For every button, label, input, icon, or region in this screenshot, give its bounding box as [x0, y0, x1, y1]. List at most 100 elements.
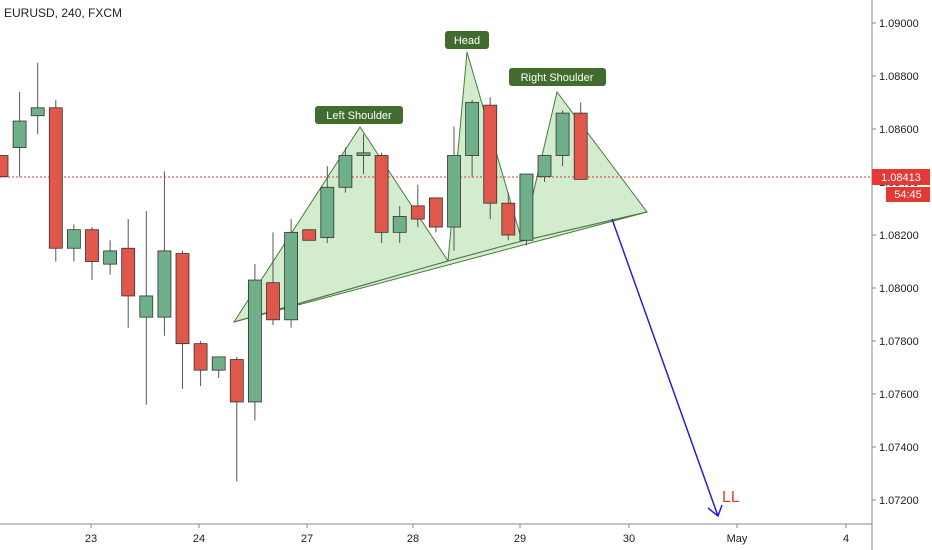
candle[interactable] [410, 184, 425, 228]
price-tick-label: 1.08600 [879, 124, 919, 136]
current-price-value: 1.08413 [881, 172, 921, 184]
bearish-candle-body [302, 229, 317, 241]
candle[interactable] [284, 219, 299, 328]
candle[interactable] [0, 155, 9, 178]
target-ll-label: LL [722, 489, 740, 506]
bullish-candle-body [247, 279, 262, 403]
candle[interactable] [229, 356, 244, 482]
bearish-candle-body [193, 343, 208, 371]
candle[interactable] [85, 227, 99, 281]
bullish-candle-body [12, 120, 27, 148]
candle[interactable] [555, 110, 570, 167]
bullish-candle-body [157, 250, 172, 318]
candle[interactable] [501, 192, 516, 241]
price-tick-label: 1.07600 [879, 389, 919, 401]
candle[interactable] [139, 211, 154, 405]
candle[interactable] [121, 219, 136, 328]
bullish-candle-body [555, 112, 570, 156]
left-shoulder-label-text: Left Shoulder [326, 110, 392, 122]
price-tick-label: 1.08200 [879, 230, 919, 242]
candle[interactable] [428, 197, 443, 233]
bullish-candle-body [320, 186, 335, 239]
price-tick-label: 1.07400 [879, 442, 919, 454]
candle[interactable] [573, 102, 588, 180]
price-axis[interactable]: 1.090001.088001.086001.084001.082001.080… [872, 18, 919, 507]
candle[interactable] [537, 155, 552, 183]
neckline-zone [233, 211, 648, 323]
candle[interactable] [67, 224, 81, 262]
candle[interactable] [48, 99, 63, 262]
current-price-tag: 1.08413 54:45 [872, 169, 930, 202]
candlestick-series[interactable] [0, 62, 588, 482]
bullish-candle-body [356, 152, 371, 156]
candle[interactable] [392, 205, 407, 243]
bearish-candle-body [410, 205, 425, 220]
price-tick-label: 1.07800 [879, 336, 919, 348]
right-shoulder-label-text: Right Shoulder [521, 72, 594, 84]
projection-arrow[interactable] [611, 218, 723, 518]
bearish-candle-body [121, 247, 136, 297]
candle[interactable] [103, 240, 117, 275]
candle[interactable] [320, 166, 335, 243]
countdown-timer: 54:45 [894, 189, 922, 201]
time-tick-label: 30 [623, 533, 635, 545]
bullish-candle-body [284, 231, 299, 321]
bullish-candle-body [139, 295, 154, 318]
candle[interactable] [374, 152, 389, 243]
candle[interactable] [519, 173, 534, 246]
head-label: Head [445, 31, 489, 49]
price-tick-label: 1.07200 [879, 495, 919, 507]
time-tick-label: 23 [85, 533, 97, 545]
candle[interactable] [247, 264, 262, 421]
candle[interactable] [193, 341, 208, 387]
bullish-candle-body [30, 107, 45, 117]
candle[interactable] [12, 91, 27, 177]
left-shoulder-label: Left Shoulder [315, 106, 403, 124]
bullish-candle-body [465, 102, 480, 156]
bullish-candle-body [519, 173, 534, 241]
bullish-candle-body [211, 356, 226, 371]
bearish-candle-body [85, 229, 99, 262]
price-tick-label: 1.08800 [879, 71, 919, 83]
candle[interactable] [175, 250, 190, 389]
price-tick-label: 1.08000 [879, 283, 919, 295]
bullish-candle-body [103, 250, 117, 265]
bearish-candle-body [374, 155, 389, 233]
right-shoulder-label: Right Shoulder [509, 68, 606, 86]
head-label-text: Head [454, 35, 480, 47]
candle[interactable] [356, 134, 371, 175]
time-tick-label: 29 [514, 533, 526, 545]
bearish-candle-body [428, 197, 443, 228]
bearish-candle-body [266, 282, 280, 321]
bullish-candle-body [537, 155, 552, 178]
candle[interactable] [447, 126, 461, 251]
bearish-candle-body [48, 107, 63, 249]
candle[interactable] [483, 97, 498, 220]
bullish-candle-body [447, 155, 461, 228]
bullish-candle-body [392, 216, 407, 233]
bearish-candle-body [501, 202, 516, 236]
bearish-candle-body [229, 359, 244, 403]
bearish-candle-body [175, 253, 190, 345]
bullish-candle-body [67, 229, 81, 249]
bearish-candle-body [0, 155, 9, 178]
bullish-candle-body [338, 155, 353, 188]
time-tick-label: 24 [193, 533, 205, 545]
candle[interactable] [266, 232, 280, 326]
candle[interactable] [338, 147, 353, 193]
chart-symbol-title: EURUSD, 240, FXCM [4, 6, 123, 20]
candle[interactable] [157, 171, 172, 336]
candle[interactable] [30, 62, 45, 135]
bearish-candle-body [573, 112, 588, 180]
time-axis[interactable]: 23 24 27 28 29 30 May 4 [85, 524, 849, 545]
price-tick-label: 1.09000 [879, 18, 919, 30]
time-tick-label: 4 [843, 533, 849, 545]
candle[interactable] [465, 99, 480, 177]
candle[interactable] [302, 229, 317, 241]
candle[interactable] [211, 356, 226, 379]
bearish-candle-body [483, 104, 498, 204]
time-tick-label: May [727, 533, 748, 545]
time-tick-label: 28 [407, 533, 419, 545]
time-tick-label: 27 [301, 533, 313, 545]
